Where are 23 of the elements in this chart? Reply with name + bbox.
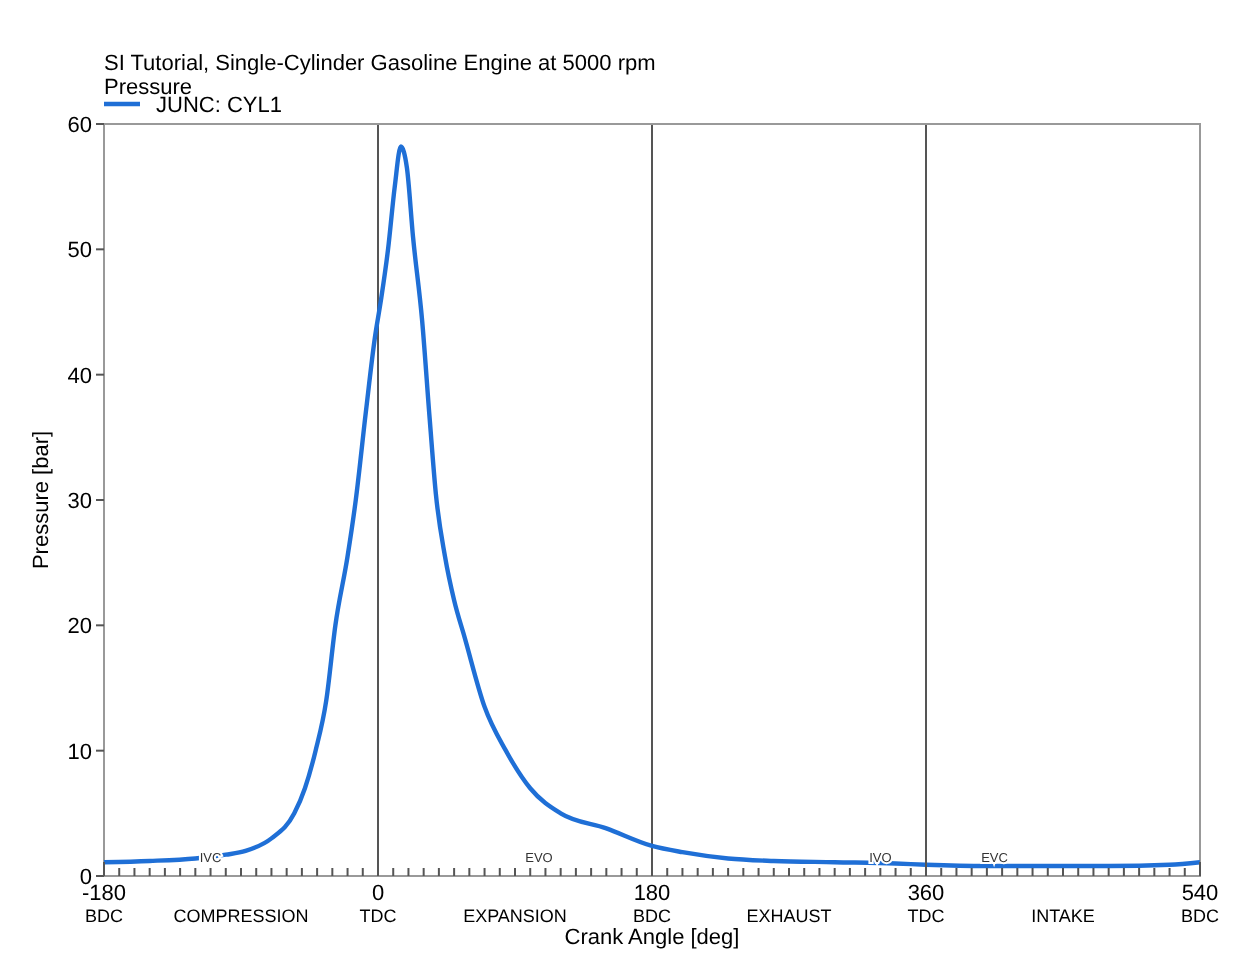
legend-label: JUNC: CYL1 [156,94,282,118]
y-tick-label: 50 [67,239,92,264]
y-tick-label: 10 [67,740,92,765]
x-tick-label: 0 [371,882,385,906]
text: INTAKE [1031,906,1095,926]
text: COMPRESSION [173,906,309,926]
text: BDC [632,906,672,926]
text: EXPANSION [463,906,567,926]
y-tick-label: 20 [67,615,92,640]
text: EXHAUST [746,906,833,926]
y-tick-label: 40 [67,364,92,389]
text: BDC [1180,906,1220,926]
x-tick-label: 180 [633,882,671,906]
x-tick-label: 540 [1181,882,1219,906]
text: BDC [84,906,124,926]
text: TDC [907,906,946,926]
x-axis-title: Crank Angle [deg] [564,926,740,950]
y-axis-title: Pressure [bar] [30,430,54,570]
chart-title: SI Tutorial, Single-Cylinder Gasoline Engine at 5000 rpm [104,52,656,76]
y-tick-label: 30 [67,490,92,514]
text: TDC [359,906,398,926]
y-tick-label: 60 [67,114,92,138]
x-tick-label: 360 [907,882,945,906]
